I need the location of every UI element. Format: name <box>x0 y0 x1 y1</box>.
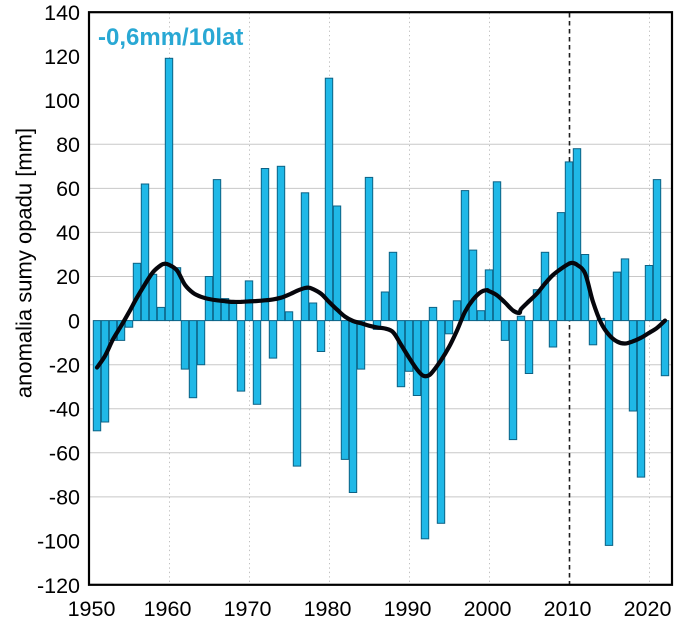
svg-text:anomalia sumy opadu [mm]: anomalia sumy opadu [mm] <box>12 128 37 398</box>
svg-text:-120: -120 <box>37 574 80 598</box>
svg-text:1980: 1980 <box>304 597 352 621</box>
svg-text:80: 80 <box>56 133 80 157</box>
svg-text:-80: -80 <box>49 486 80 510</box>
svg-text:1970: 1970 <box>224 597 272 621</box>
svg-text:-0,6mm/10lat: -0,6mm/10lat <box>98 24 243 51</box>
svg-text:120: 120 <box>44 45 80 69</box>
svg-text:1960: 1960 <box>144 597 192 621</box>
svg-text:1990: 1990 <box>384 597 432 621</box>
svg-text:2010: 2010 <box>544 597 592 621</box>
svg-text:-60: -60 <box>49 442 80 466</box>
svg-text:-100: -100 <box>37 530 80 554</box>
svg-text:0: 0 <box>68 309 80 333</box>
svg-text:-20: -20 <box>49 353 80 377</box>
svg-text:140: 140 <box>44 1 80 25</box>
svg-text:2000: 2000 <box>464 597 512 621</box>
svg-text:2020: 2020 <box>624 597 672 621</box>
svg-text:-40: -40 <box>49 398 80 422</box>
svg-text:1950: 1950 <box>68 597 116 621</box>
svg-text:60: 60 <box>56 177 80 201</box>
svg-text:100: 100 <box>44 89 80 113</box>
svg-text:20: 20 <box>56 265 80 289</box>
svg-text:40: 40 <box>56 221 80 245</box>
